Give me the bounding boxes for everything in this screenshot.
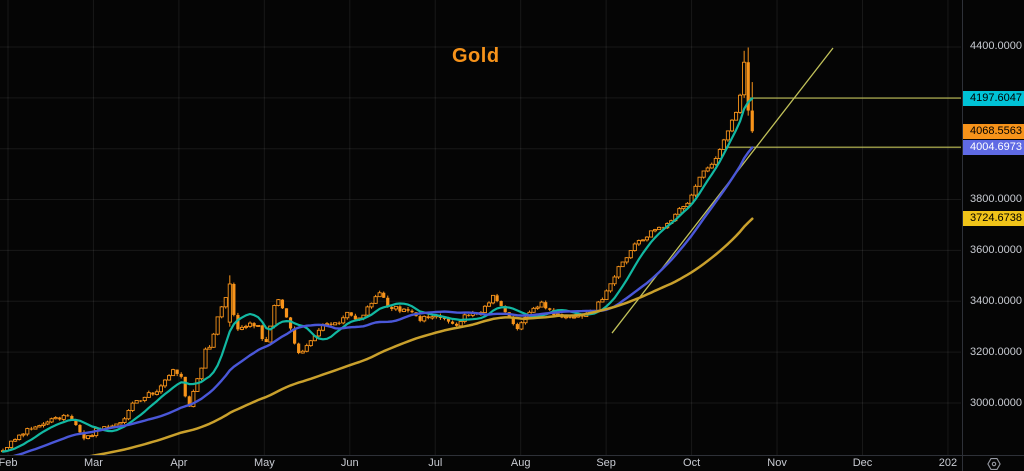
ma-fast-line[interactable] xyxy=(1,97,754,453)
price-axis-label: 3400.0000 xyxy=(970,294,1022,307)
time-axis-label: Aug xyxy=(510,457,531,469)
time-axis-label: Nov xyxy=(767,457,787,469)
price-badge-ma-fast: 4197.6047 xyxy=(963,90,1024,106)
price-axis-label: 3800.0000 xyxy=(970,193,1022,206)
time-axis-label: Apr xyxy=(170,457,188,469)
time-axis-label: Feb xyxy=(0,457,18,469)
axis-settings-corner[interactable] xyxy=(962,455,1024,471)
time-axis-label: Oct xyxy=(683,457,701,469)
settings-icon[interactable] xyxy=(986,457,1001,471)
price-axis[interactable]: 4400.0000 3800.0000 3600.0000 3400.0000 3200… xyxy=(962,0,1024,455)
time-axis-label: Jul xyxy=(428,457,443,469)
time-axis[interactable]: Feb Mar Apr May Jun Jul Aug Sep Oct Nov Dec 202 xyxy=(0,455,962,471)
symbol-title: Gold xyxy=(452,45,500,67)
price-axis-label: 4400.0000 xyxy=(970,40,1022,53)
time-axis-label: Jun xyxy=(340,457,359,469)
price-axis-label: 3600.0000 xyxy=(970,243,1022,256)
price-badge-ma-mid: 4004.6973 xyxy=(963,140,1024,155)
price-chart-plot[interactable] xyxy=(0,0,962,455)
price-badge-last-price: 4068.5563 xyxy=(963,123,1024,139)
price-axis-label: 3200.0000 xyxy=(970,345,1022,358)
ma-mid-line[interactable] xyxy=(3,146,754,456)
time-axis-label: Dec xyxy=(852,457,873,469)
price-axis-label: 3000.0000 xyxy=(970,396,1022,409)
time-axis-label: May xyxy=(253,457,275,469)
chart-canvas[interactable] xyxy=(0,0,962,455)
ma-slow-line[interactable] xyxy=(3,217,754,455)
candlesticks xyxy=(0,47,754,453)
time-axis-label: Mar xyxy=(83,457,103,469)
time-axis-label: Sep xyxy=(596,457,616,469)
price-badge-ma-slow: 3724.6738 xyxy=(963,211,1024,227)
drawings[interactable] xyxy=(611,47,961,334)
time-axis-label: 202 xyxy=(938,457,958,469)
